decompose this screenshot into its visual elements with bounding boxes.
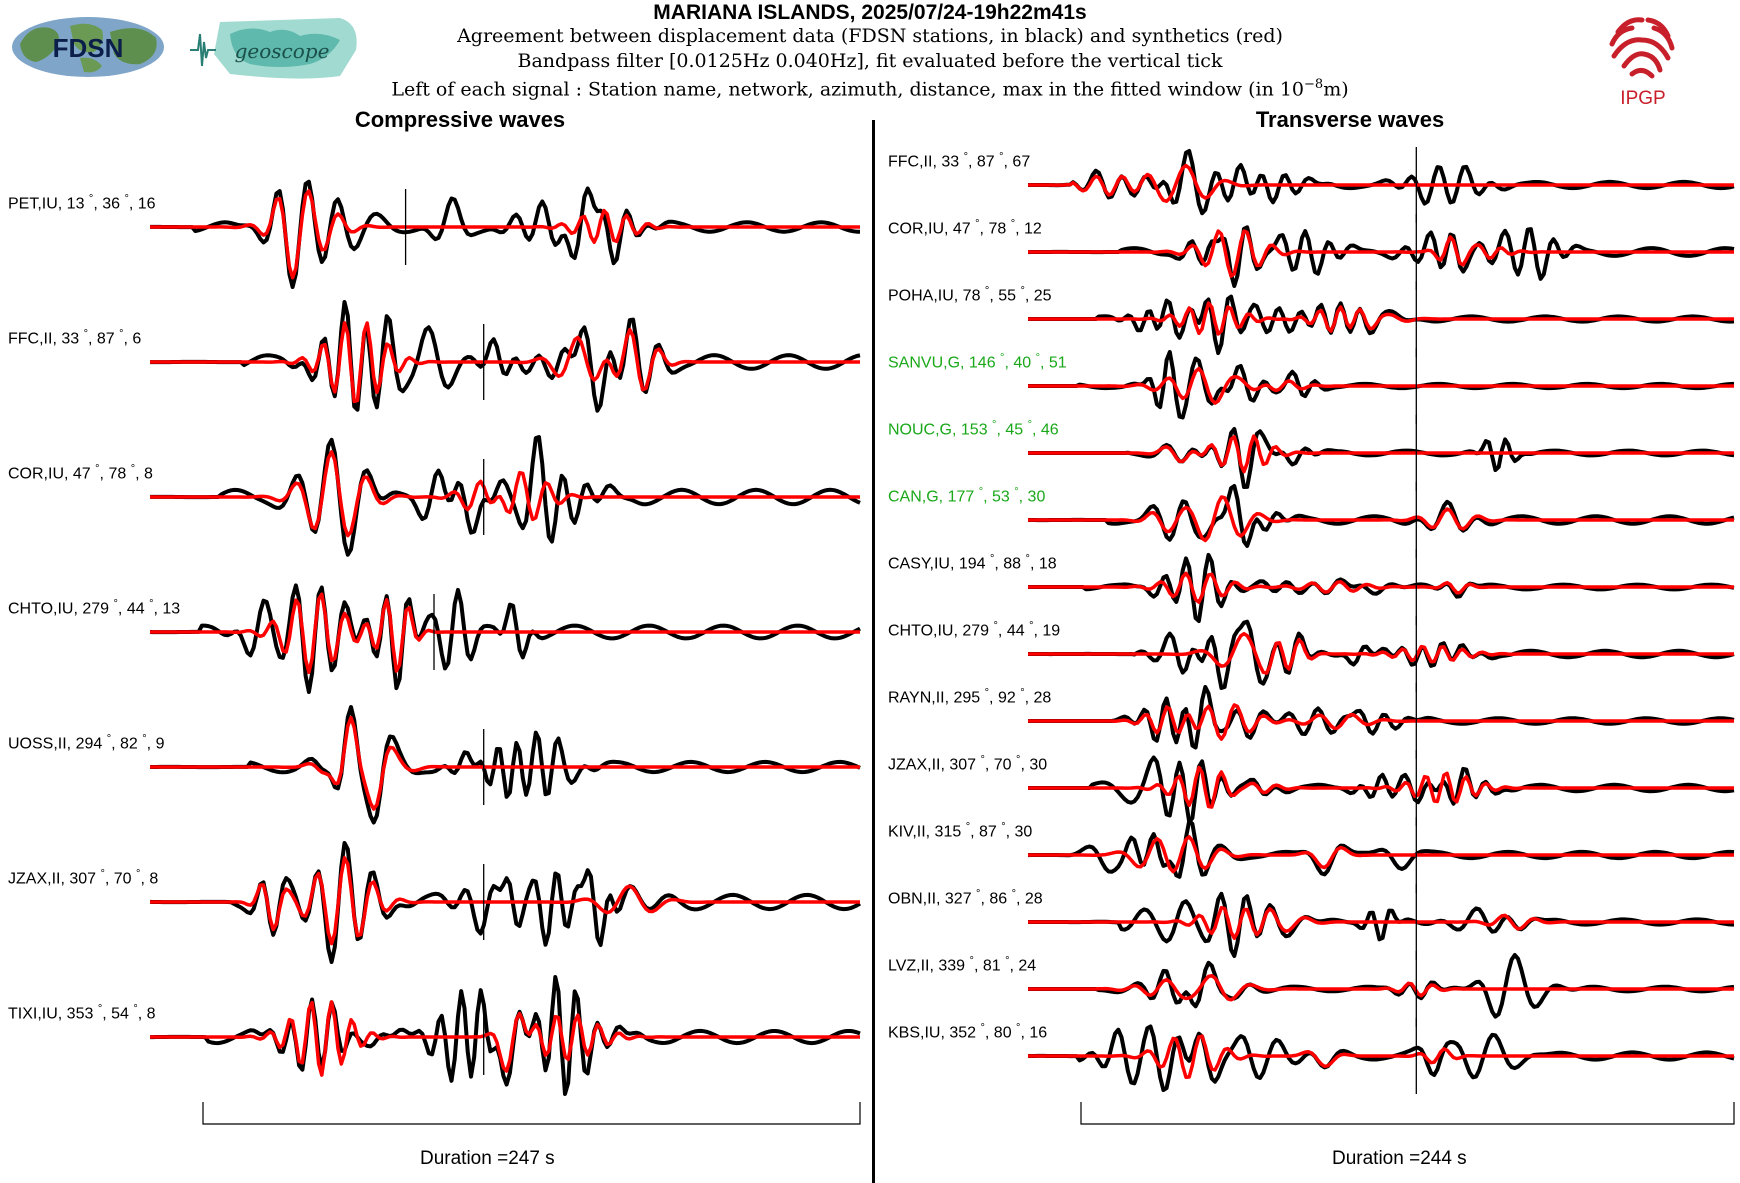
synthetic-trace-p-cor — [150, 450, 860, 538]
station-label-p-ffc: FFC,II, 33 °, 87 °, 6 — [8, 328, 142, 348]
data-trace-t-obn — [1028, 891, 1735, 958]
data-trace-p-cor — [150, 435, 861, 557]
station-label-t-poha: POHA,IU, 78 °, 55 °, 25 — [888, 285, 1052, 305]
subtitle-line-3-prefix: Left of each signal : Station name, netw… — [391, 78, 1305, 101]
station-label-t-ffc: FFC,II, 33 °, 87 °, 67 — [888, 151, 1031, 171]
synthetic-trace-t-can — [1028, 495, 1734, 543]
station-label-t-lvz: LVZ,II, 339 °, 81 °, 24 — [888, 955, 1037, 975]
synthetic-trace-p-jzax — [150, 856, 860, 946]
station-label-p-cor: COR,IU, 47 °, 78 °, 8 — [8, 463, 153, 483]
figure-header: FDSN geoscope IPGP MARIANA ISLANDS, 2025… — [0, 0, 1740, 110]
transverse-panel-title: Transverse waves — [1255, 107, 1445, 132]
synthetic-trace-p-ffc — [150, 321, 860, 404]
compressive-panel-title: Compressive waves — [354, 107, 566, 132]
station-label-t-kiv: KIV,II, 315 °, 87 °, 30 — [888, 821, 1033, 841]
figure-title: MARIANA ISLANDS, 2025/07/24-19h22m41s — [653, 1, 1087, 24]
ipgp-logo: IPGP — [1609, 17, 1675, 109]
station-label-t-sanvu: SANVU,G, 146 °, 40 °, 51 — [888, 352, 1067, 372]
synthetic-trace-t-kbs — [1028, 1034, 1734, 1079]
data-trace-t-can — [1028, 484, 1735, 548]
svg-text:FDSN: FDSN — [53, 33, 124, 63]
subtitle-line-3-suffix: m) — [1323, 78, 1349, 101]
station-label-t-obn: OBN,II, 327 °, 86 °, 28 — [888, 888, 1043, 908]
data-trace-t-kiv — [1027, 819, 1735, 879]
station-label-t-casy: CASY,IU, 194 °, 88 °, 18 — [888, 553, 1057, 573]
synthetic-trace-t-poha — [1028, 301, 1734, 336]
station-label-p-pet: PET,IU, 13 °, 36 °, 16 — [8, 193, 156, 213]
data-trace-t-nouc — [1028, 427, 1735, 489]
synthetic-trace-t-obn — [1028, 905, 1734, 940]
synthetic-trace-t-ffc — [1028, 163, 1734, 203]
station-label-t-nouc: NOUC,G, 153 °, 45 °, 46 — [888, 419, 1059, 439]
synthetic-trace-t-lvz — [1028, 973, 1734, 1002]
data-trace-t-jzax — [1028, 755, 1735, 824]
subtitle-line-3: Left of each signal : Station name, netw… — [0, 74, 1740, 100]
synthetic-trace-t-jzax — [1028, 765, 1734, 809]
data-trace-p-ffc — [150, 300, 861, 413]
station-label-p-jzax: JZAX,II, 307 °, 70 °, 8 — [8, 868, 159, 888]
synthetic-trace-t-chto — [1028, 631, 1734, 675]
data-trace-t-rayn — [1028, 685, 1735, 750]
svg-text:geoscope: geoscope — [235, 39, 330, 63]
synthetic-trace-t-casy — [1028, 571, 1734, 604]
subtitle-line-1: Agreement between displacement data (FDS… — [457, 25, 1283, 47]
station-label-t-cor: COR,IU, 47 °, 78 °, 12 — [888, 218, 1042, 238]
data-trace-p-uoss — [150, 705, 861, 825]
station-label-t-rayn: RAYN,II, 295 °, 92 °, 28 — [888, 687, 1052, 707]
synthetic-trace-t-cor — [1028, 229, 1734, 278]
data-trace-p-chto — [149, 583, 861, 694]
svg-text:IPGP: IPGP — [1620, 88, 1665, 109]
duration-scale-bar-p — [202, 1102, 861, 1125]
fdsn-logo: FDSN — [12, 17, 164, 77]
synthetic-trace-t-kiv — [1028, 835, 1734, 874]
subtitle-line-3-exponent: −8 — [1304, 77, 1324, 92]
synthetic-trace-p-uoss — [150, 715, 860, 811]
data-trace-t-poha — [1028, 294, 1735, 355]
station-label-t-kbs: KBS,IU, 352 °, 80 °, 16 — [888, 1022, 1048, 1042]
panel-divider — [872, 120, 875, 1183]
data-trace-t-cor — [1027, 225, 1735, 288]
synthetic-trace-p-chto — [150, 592, 860, 675]
duration-scale-bar-t — [1080, 1102, 1735, 1125]
station-label-p-chto: CHTO,IU, 279 °, 44 °, 13 — [8, 598, 181, 618]
station-label-t-can: CAN,G, 177 °, 53 °, 30 — [888, 486, 1046, 506]
data-trace-p-pet — [150, 179, 860, 289]
data-trace-t-ffc — [1028, 149, 1735, 216]
subtitle-line-2: Bandpass filter [0.0125Hz 0.040Hz], fit … — [517, 50, 1223, 72]
compressive-duration-label: Duration =247 s — [420, 1148, 555, 1169]
synthetic-trace-t-sanvu — [1028, 366, 1734, 405]
transverse-duration-label: Duration =244 s — [1332, 1148, 1467, 1169]
geoscope-logo: geoscope — [190, 18, 357, 79]
synthetic-trace-t-rayn — [1028, 703, 1734, 741]
station-label-t-jzax: JZAX,II, 307 °, 70 °, 30 — [888, 754, 1048, 774]
station-label-p-uoss: UOSS,II, 294 °, 82 °, 9 — [8, 733, 165, 753]
synthetic-trace-p-pet — [150, 189, 860, 280]
synthetic-trace-p-tixi — [150, 1000, 860, 1077]
station-label-t-chto: CHTO,IU, 279 °, 44 °, 19 — [888, 620, 1061, 640]
synthetic-trace-t-nouc — [1028, 434, 1734, 474]
station-label-p-tixi: TIXI,IU, 353 °, 54 °, 8 — [8, 1003, 156, 1023]
